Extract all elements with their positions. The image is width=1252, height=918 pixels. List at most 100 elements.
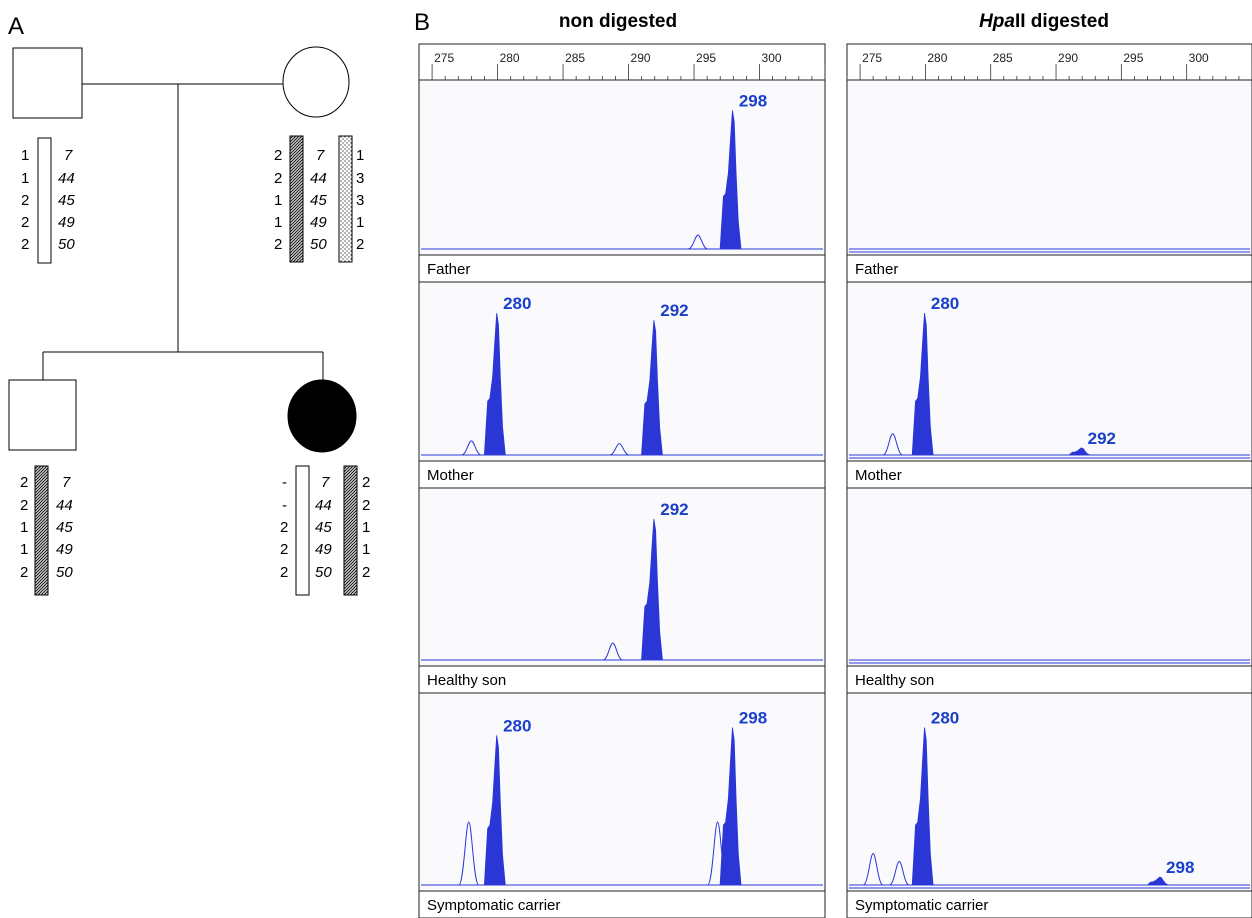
mother-marker-2: 44 [310, 170, 327, 187]
peak-280 [911, 727, 934, 886]
mother-haplotype: 2 2 1 1 2 7 44 45 49 50 1 3 3 1 2 [274, 147, 364, 253]
peak-label-280: 280 [503, 716, 531, 735]
hpaii-digested-tick-label-285: 285 [993, 51, 1013, 65]
daughter-right-allele-1: 2 [362, 474, 370, 491]
son-allele-4: 1 [20, 541, 28, 558]
hpaii-digested-tick-label-280: 280 [927, 51, 947, 65]
mother-right-allele-5: 2 [356, 236, 364, 253]
minor-peak [862, 853, 884, 886]
non-digested-healthy-son-plot-area [419, 488, 825, 666]
hpaii-digested-father-plot-area [847, 80, 1252, 255]
mother-right-allele-2: 3 [356, 170, 364, 187]
peak-label-280: 280 [931, 709, 959, 728]
peak-292 [641, 320, 663, 456]
non-digested-column: 275 280 285 290 295 300 Father 298 Mother 280 292 H… [418, 43, 826, 918]
mother-marker-3: 45 [310, 192, 327, 209]
panel-b-label: B [414, 9, 430, 36]
mother-left-allele-5: 2 [274, 236, 282, 253]
mother-right-allele-4: 1 [356, 214, 364, 231]
son-haplotype: 2 2 1 1 2 7 44 45 49 50 [20, 474, 73, 581]
mother-left-allele-3: 1 [274, 192, 282, 209]
column-title-hpaii-digested: HpaII digested [979, 11, 1109, 32]
peak-298 [719, 727, 742, 886]
minor-peak [882, 433, 903, 456]
father-allele-5: 2 [21, 236, 29, 253]
peak-label-292: 292 [660, 500, 688, 519]
peak-280 [483, 735, 506, 886]
hpaii-digested-lane-label-mother: Mother [855, 467, 902, 484]
mother-marker-4: 49 [310, 214, 327, 231]
daughter-left-allele-1: - [282, 474, 287, 491]
hpaii-digested-mother-plot-area [847, 282, 1252, 461]
minor-peak [461, 440, 482, 456]
daughter-left-allele-5: 2 [280, 564, 288, 581]
hpaii-digested-tick-label-290: 290 [1058, 51, 1078, 65]
peak-280 [483, 313, 506, 456]
non-digested-father-plot-area [419, 80, 825, 255]
daughter-right-allele-5: 2 [362, 564, 370, 581]
non-digested-lane-label-symptomatic-carrier: Symptomatic carrier [427, 897, 560, 914]
mother-haplotype-bar-right [338, 135, 353, 263]
non-digested-tick-label-300: 300 [762, 51, 782, 65]
peak-label-280: 280 [931, 294, 959, 313]
mother-left-allele-2: 2 [274, 170, 282, 187]
father-allele-3: 2 [21, 192, 29, 209]
peak-280 [911, 313, 934, 456]
minor-peak [707, 821, 728, 886]
son-marker-5: 50 [56, 564, 73, 581]
minor-peak [687, 234, 709, 250]
peak-label-280: 280 [503, 294, 531, 313]
father-marker-5: 50 [58, 236, 75, 253]
father-marker-1: 7 [64, 147, 73, 164]
non-digested-tick-label-275: 275 [434, 51, 454, 65]
peak-298 [719, 110, 742, 250]
column-title-non-digested: non digested [559, 11, 677, 32]
peak-label-298: 298 [1166, 858, 1194, 877]
peak-298 [1146, 876, 1170, 886]
daughter-left-allele-3: 2 [280, 519, 288, 536]
son-haplotype-bar [34, 465, 49, 596]
mother-circle [282, 46, 350, 118]
minor-peak [458, 821, 480, 886]
father-haplotype: 1 1 2 2 2 7 44 45 49 50 [21, 147, 75, 253]
son-allele-1: 2 [20, 474, 28, 491]
peak-292 [641, 518, 663, 661]
minor-peak [609, 443, 630, 456]
hpaii-digested-tick-label-275: 275 [862, 51, 882, 65]
daughter-marker-5: 50 [315, 564, 332, 581]
peak-label-292: 292 [1088, 429, 1116, 448]
son-marker-3: 45 [56, 519, 73, 536]
minor-peak [889, 860, 910, 886]
father-haplotype-bar [37, 137, 52, 264]
non-digested-tick-label-290: 290 [631, 51, 651, 65]
hpaii-digested-tick-label-295: 295 [1123, 51, 1143, 65]
column-title-enzyme: Hpa [979, 11, 1015, 32]
peak-label-298: 298 [739, 91, 767, 110]
hpaii-digested-lane-label-symptomatic-carrier: Symptomatic carrier [855, 897, 988, 914]
daughter-left-allele-2: - [282, 497, 287, 514]
son-allele-5: 2 [20, 564, 28, 581]
son-marker-1: 7 [62, 474, 71, 491]
father-marker-2: 44 [58, 170, 75, 187]
son-marker-4: 49 [56, 541, 73, 558]
mother-left-allele-1: 2 [274, 147, 282, 164]
daughter-right-allele-4: 1 [362, 541, 370, 558]
non-digested-lane-label-healthy-son: Healthy son [427, 672, 506, 689]
non-digested-mother-plot-area [419, 282, 825, 461]
father-marker-4: 49 [58, 214, 75, 231]
daughter-haplotype: - - 2 2 2 7 44 45 49 50 2 2 1 1 2 [280, 474, 370, 581]
affected-daughter-circle [287, 379, 357, 453]
daughter-right-allele-3: 1 [362, 519, 370, 536]
mother-haplotype-bar-left [289, 135, 304, 263]
son-marker-2: 44 [56, 497, 73, 514]
mother-right-allele-1: 1 [356, 147, 364, 164]
non-digested-lane-label-father: Father [427, 261, 470, 278]
peak-label-292: 292 [660, 301, 688, 320]
mother-marker-5: 50 [310, 236, 327, 253]
non-digested-lane-label-mother: Mother [427, 467, 474, 484]
hpaii-digested-healthy-son-plot-area [847, 488, 1252, 666]
non-digested-tick-label-295: 295 [696, 51, 716, 65]
peak-label-298: 298 [739, 709, 767, 728]
pedigree [8, 46, 357, 453]
